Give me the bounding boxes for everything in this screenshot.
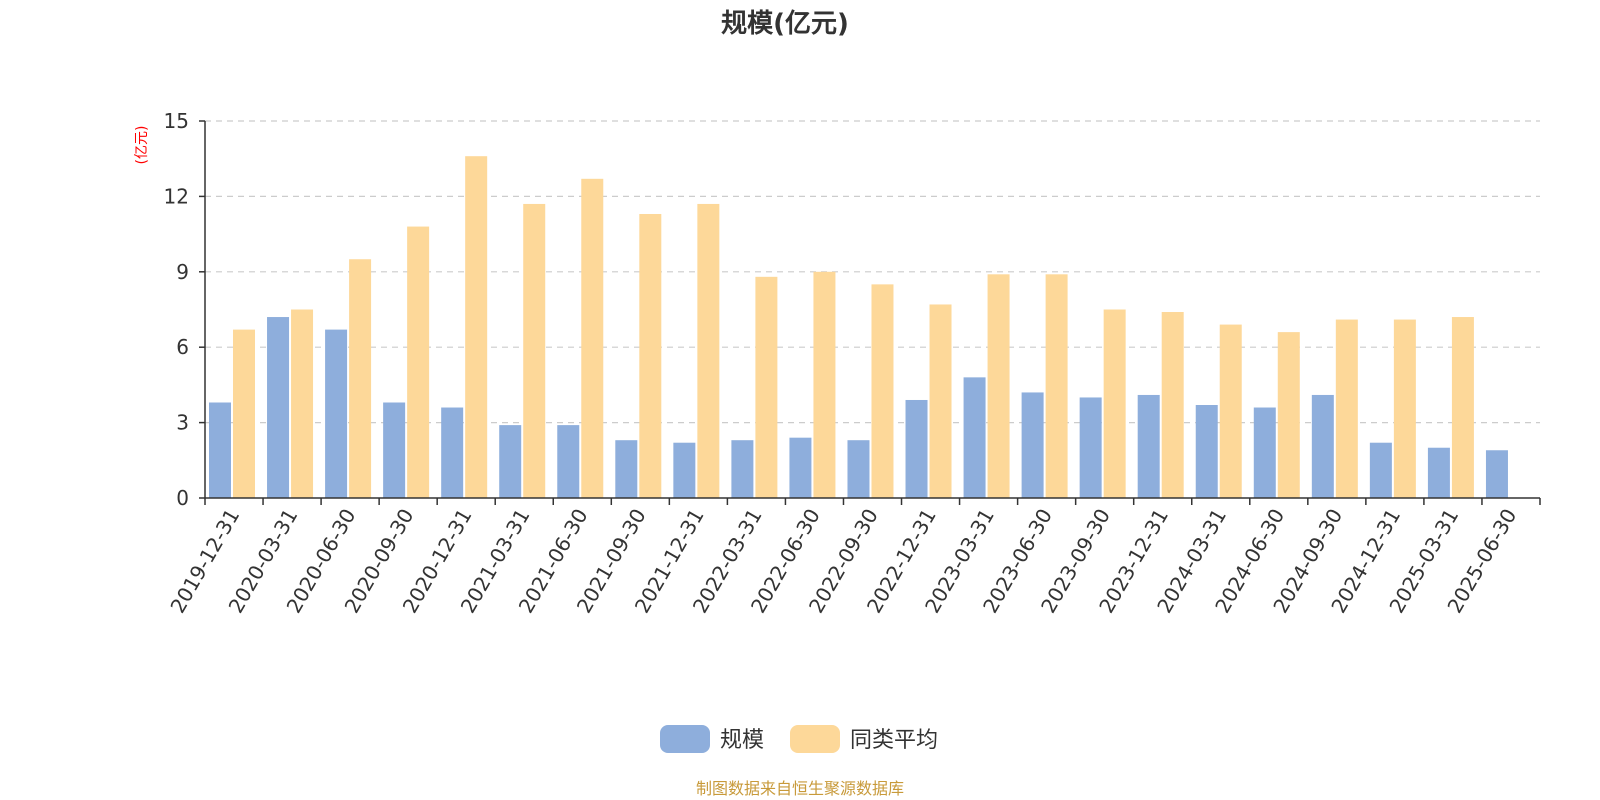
- bar-peer-average: [1219, 324, 1242, 498]
- bar-peer-average: [1161, 312, 1184, 498]
- y-tick-label: 15: [164, 109, 189, 133]
- bar-peer-average: [1045, 274, 1068, 498]
- bar-scale: [1137, 394, 1160, 498]
- legend-swatch: [660, 725, 710, 753]
- bar-peer-average: [465, 156, 488, 499]
- bar-peer-average: [697, 203, 720, 498]
- bar-peer-average: [291, 309, 314, 498]
- legend-label: 规模: [720, 728, 764, 753]
- bar-scale: [615, 440, 638, 498]
- bar-peer-average: [813, 271, 836, 498]
- bar-peer-average: [349, 259, 372, 498]
- bar-peer-average: [523, 203, 546, 498]
- bar-scale: [267, 317, 290, 498]
- bar-peer-average: [407, 226, 430, 498]
- bar-scale: [789, 437, 812, 498]
- bar-peer-average: [987, 274, 1010, 498]
- bar-scale: [673, 442, 696, 498]
- bars: [209, 156, 1508, 499]
- bar-peer-average: [755, 276, 778, 498]
- bar-scale: [1079, 397, 1102, 498]
- bar-scale: [1021, 392, 1044, 498]
- y-tick-labels: 0 3 6 9 12 15: [164, 109, 189, 510]
- bar-peer-average: [1103, 309, 1126, 498]
- x-tick-labels: 2019-12-312020-03-312020-06-302020-09-30…: [165, 505, 1521, 618]
- bar-peer-average: [639, 213, 662, 498]
- y-axis-unit: (亿元): [134, 126, 150, 165]
- bar-scale: [1311, 394, 1334, 498]
- bar-scale: [383, 402, 406, 498]
- chart-title: 规模(亿元): [721, 9, 849, 39]
- bar-scale: [963, 377, 986, 498]
- bar-scale: [1485, 450, 1508, 498]
- bar-peer-average: [1393, 319, 1416, 498]
- bar-peer-average: [581, 178, 604, 498]
- bar-scale: [905, 399, 928, 498]
- y-tick-label: 9: [176, 260, 189, 284]
- y-tick-label: 12: [164, 184, 189, 208]
- bar-scale: [1427, 447, 1450, 498]
- bar-peer-average: [233, 329, 255, 498]
- axes: [199, 120, 1541, 505]
- bar-peer-average: [1335, 319, 1358, 498]
- data-source-note: 制图数据来自恒生聚源数据库: [696, 779, 904, 798]
- bar-scale: [1253, 407, 1276, 498]
- bar-peer-average: [929, 304, 952, 498]
- legend-swatch: [790, 725, 840, 753]
- bar-scale: [1195, 405, 1218, 498]
- y-tick-label: 0: [176, 486, 189, 510]
- bar-scale: [209, 402, 231, 498]
- bar-scale: [441, 407, 464, 498]
- y-tick-label: 6: [176, 335, 189, 359]
- bar-peer-average: [1451, 317, 1474, 498]
- y-tick-label: 3: [176, 411, 189, 435]
- bar-scale: [499, 425, 522, 498]
- bar-peer-average: [1277, 332, 1300, 498]
- bar-peer-average: [871, 284, 894, 498]
- bar-scale: [731, 440, 754, 498]
- bar-scale: [1369, 442, 1392, 498]
- bar-scale: [557, 425, 580, 498]
- bar-scale: [325, 329, 348, 498]
- legend-label: 同类平均: [850, 728, 938, 753]
- bar-scale: [847, 440, 870, 498]
- legend[interactable]: 规模 同类平均: [660, 725, 938, 753]
